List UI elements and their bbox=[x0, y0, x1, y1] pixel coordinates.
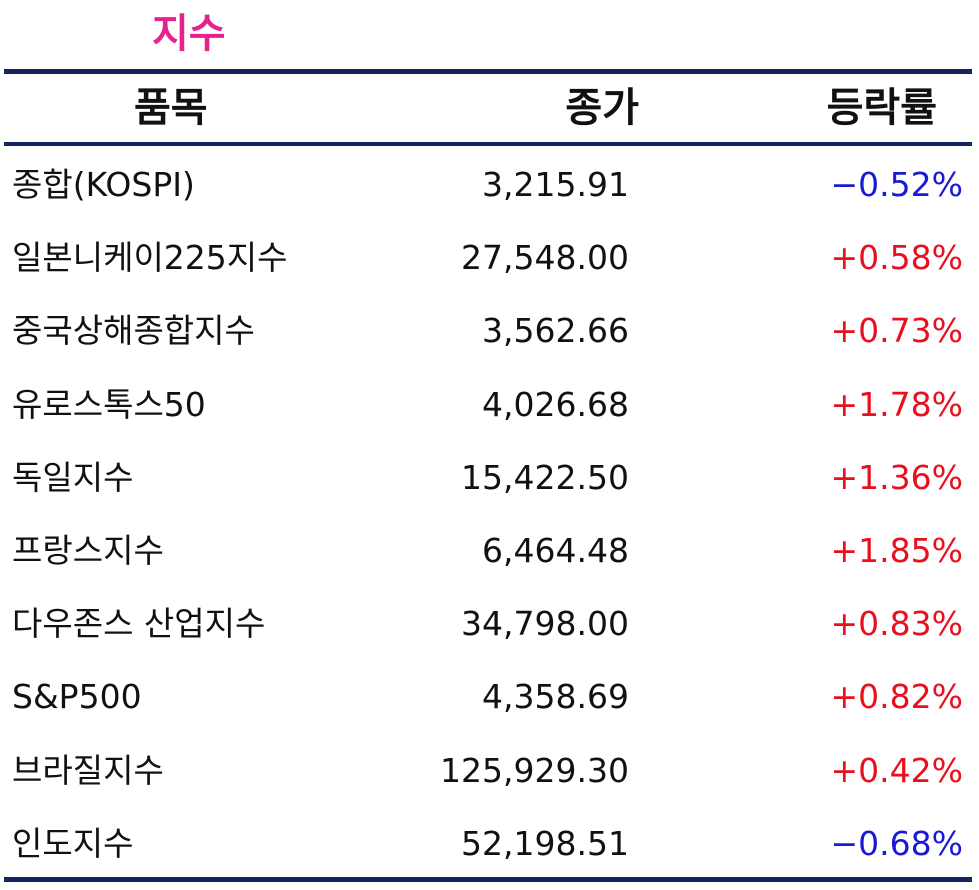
row-change: +0.73% bbox=[830, 311, 963, 351]
section-title: 지수 bbox=[152, 11, 226, 57]
row-change: +0.82% bbox=[830, 677, 963, 717]
table-row: 중국상해종합지수 3,562.66 +0.73% bbox=[0, 294, 979, 367]
table-row: 프랑스지수 6,464.48 +1.85% bbox=[0, 514, 979, 587]
table-bottom-rule bbox=[4, 877, 972, 882]
row-name: 일본니케이225지수 bbox=[12, 238, 288, 278]
row-name: 다우존스 산업지수 bbox=[12, 604, 266, 644]
row-change: +0.83% bbox=[830, 604, 963, 644]
row-change: +1.78% bbox=[830, 384, 963, 424]
row-close: 52,198.51 bbox=[461, 823, 629, 863]
table-row: 인도지수 52,198.51 −0.68% bbox=[0, 807, 979, 880]
row-name: 독일지수 bbox=[12, 457, 134, 497]
row-change: −0.52% bbox=[830, 165, 963, 204]
table-row: 종합(KOSPI) 3,215.91 −0.52% bbox=[0, 148, 979, 221]
row-close: 27,548.00 bbox=[461, 238, 629, 278]
row-close: 3,215.91 bbox=[482, 165, 629, 204]
row-close: 3,562.66 bbox=[482, 311, 629, 351]
row-change: +0.58% bbox=[830, 238, 963, 278]
row-name: 중국상해종합지수 bbox=[12, 311, 255, 351]
row-name: 종합(KOSPI) bbox=[12, 165, 195, 204]
row-close: 4,026.68 bbox=[482, 384, 629, 424]
row-change: +1.85% bbox=[830, 530, 963, 570]
row-name: S&P500 bbox=[12, 677, 142, 717]
row-close: 125,929.30 bbox=[440, 750, 629, 790]
table-row: S&P500 4,358.69 +0.82% bbox=[0, 660, 979, 733]
table-top-rule bbox=[4, 69, 972, 74]
column-header-change: 등락률 bbox=[826, 85, 937, 131]
table-header: 품목 종가 등락률 bbox=[0, 76, 979, 140]
table-row: 유로스톡스50 4,026.68 +1.78% bbox=[0, 368, 979, 441]
row-change: +1.36% bbox=[830, 457, 963, 497]
column-header-close: 종가 bbox=[565, 85, 639, 131]
row-close: 4,358.69 bbox=[482, 677, 629, 717]
table-body: 종합(KOSPI) 3,215.91 −0.52% 일본니케이225지수 27,… bbox=[0, 148, 979, 880]
row-close: 15,422.50 bbox=[461, 457, 629, 497]
table-row: 독일지수 15,422.50 +1.36% bbox=[0, 441, 979, 514]
row-close: 34,798.00 bbox=[461, 604, 629, 644]
table-row: 다우존스 산업지수 34,798.00 +0.83% bbox=[0, 587, 979, 660]
row-name: 브라질지수 bbox=[12, 750, 164, 790]
row-name: 인도지수 bbox=[12, 823, 134, 863]
row-close: 6,464.48 bbox=[482, 530, 629, 570]
row-change: +0.42% bbox=[830, 750, 963, 790]
table-row: 브라질지수 125,929.30 +0.42% bbox=[0, 734, 979, 807]
row-change: −0.68% bbox=[830, 823, 963, 863]
row-name: 유로스톡스50 bbox=[12, 384, 206, 424]
table-row: 일본니케이225지수 27,548.00 +0.58% bbox=[0, 221, 979, 294]
column-header-name: 품목 bbox=[134, 85, 208, 131]
row-name: 프랑스지수 bbox=[12, 530, 164, 570]
table-header-rule bbox=[4, 142, 972, 146]
